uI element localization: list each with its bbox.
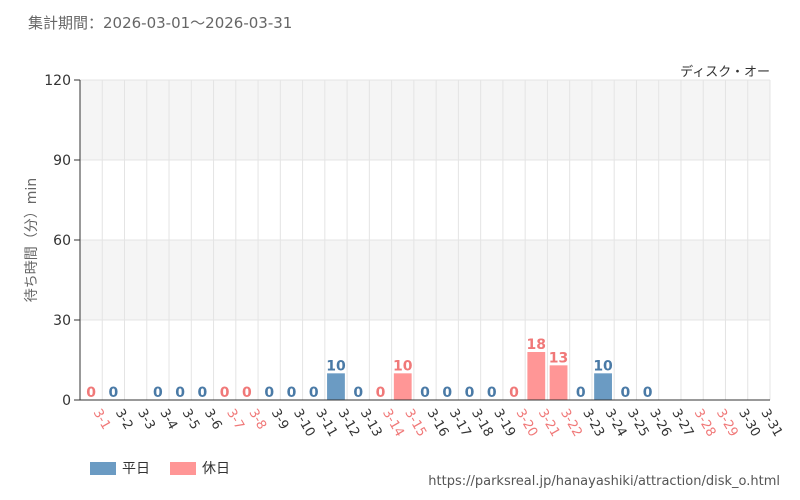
data-label: 0 <box>420 385 430 401</box>
x-tick-label: 3-30 <box>735 407 763 440</box>
bar <box>393 373 412 400</box>
x-tick-label: 3-13 <box>357 407 385 440</box>
data-label: 0 <box>353 385 363 401</box>
x-tick-label: 3-7 <box>223 407 247 433</box>
y-tick-label: 120 <box>44 73 71 89</box>
x-tick-label: 3-14 <box>379 407 407 440</box>
data-label: 0 <box>264 385 274 401</box>
data-label: 0 <box>465 385 475 401</box>
data-label: 18 <box>527 337 546 353</box>
data-label: 13 <box>549 350 568 366</box>
grid-band <box>80 240 770 320</box>
y-tick-labels: 0 30 60 90 120 <box>44 73 71 409</box>
x-tick-label: 3-11 <box>312 407 340 440</box>
x-tick-labels: 3-13-23-33-43-53-63-73-83-93-103-113-123… <box>90 407 785 440</box>
x-tick-label: 3-5 <box>179 407 203 433</box>
legend-label-holiday: 休日 <box>202 461 230 477</box>
legend-item-weekday: 平日 <box>90 458 150 478</box>
x-tick-label: 3-10 <box>290 407 318 440</box>
period-label: 集計期間：2026-03-01～2026-03-31 <box>28 14 293 32</box>
x-tick-label: 3-8 <box>245 407 269 433</box>
x-tick-label: 3-9 <box>268 407 292 433</box>
x-tick-label: 3-4 <box>156 407 180 433</box>
data-label: 0 <box>153 385 163 401</box>
legend-label-weekday: 平日 <box>122 461 150 477</box>
x-tick-label: 3-15 <box>401 407 429 440</box>
data-label: 0 <box>509 385 519 401</box>
legend-swatch-weekday <box>90 461 116 475</box>
legend: 平日 休日 <box>90 458 250 478</box>
data-label: 0 <box>576 385 586 401</box>
y-tick-label: 0 <box>62 393 71 409</box>
source-url: https://parksreal.jp/hanayashiki/attract… <box>428 474 780 489</box>
x-tick-label: 3-21 <box>535 407 563 440</box>
y-tick-label: 90 <box>53 153 71 169</box>
bar <box>594 373 612 400</box>
x-tick-label: 3-2 <box>112 407 136 433</box>
data-label: 0 <box>242 385 252 401</box>
data-label: 0 <box>175 385 185 401</box>
x-tick-label: 3-27 <box>668 407 696 440</box>
data-label: 0 <box>309 385 319 401</box>
legend-item-holiday: 休日 <box>170 458 230 478</box>
legend-swatch-holiday <box>170 461 196 475</box>
x-tick-label: 3-29 <box>713 407 741 440</box>
x-tick-label: 3-16 <box>424 407 452 440</box>
data-label: 0 <box>442 385 452 401</box>
x-tick-label: 3-25 <box>624 407 652 440</box>
bar <box>327 373 345 400</box>
y-tick-label: 60 <box>53 233 71 249</box>
x-tick-label: 3-6 <box>201 407 225 433</box>
data-label: 0 <box>220 385 230 401</box>
grid-lines <box>79 79 771 401</box>
x-tick-label: 3-18 <box>468 407 496 440</box>
bar <box>527 352 546 400</box>
data-label: 10 <box>593 358 613 374</box>
x-tick-label: 3-28 <box>691 407 719 440</box>
data-label: 0 <box>620 385 630 401</box>
x-tick-label: 3-31 <box>757 407 785 440</box>
bar <box>549 365 568 400</box>
x-tick-label: 3-22 <box>557 407 585 440</box>
data-label: 0 <box>198 385 208 401</box>
grid-band <box>80 80 770 160</box>
data-label: 0 <box>643 385 653 401</box>
x-tick-label: 3-19 <box>490 407 518 440</box>
x-tick-label: 3-24 <box>602 407 630 440</box>
x-tick-label: 3-1 <box>90 407 114 433</box>
data-label: 0 <box>287 385 297 401</box>
x-tick-label: 3-3 <box>134 407 158 433</box>
data-label: 10 <box>326 358 346 374</box>
data-label: 0 <box>86 385 96 401</box>
data-label: 0 <box>376 385 386 401</box>
data-label: 0 <box>109 385 119 401</box>
x-tick-label: 3-12 <box>335 407 363 440</box>
attraction-name: ディスク・オー <box>680 65 770 80</box>
data-label: 0 <box>487 385 497 401</box>
x-tick-label: 3-23 <box>579 407 607 440</box>
x-tick-label: 3-20 <box>513 407 541 440</box>
background-bands <box>80 80 770 320</box>
x-tick-label: 3-26 <box>646 407 674 440</box>
data-label: 10 <box>393 358 413 374</box>
y-tick-label: 30 <box>53 313 71 329</box>
axes <box>74 79 770 401</box>
bars <box>327 352 612 400</box>
x-tick-label: 3-17 <box>446 407 474 440</box>
y-axis-label: 待ち時間（分）min <box>24 178 40 302</box>
